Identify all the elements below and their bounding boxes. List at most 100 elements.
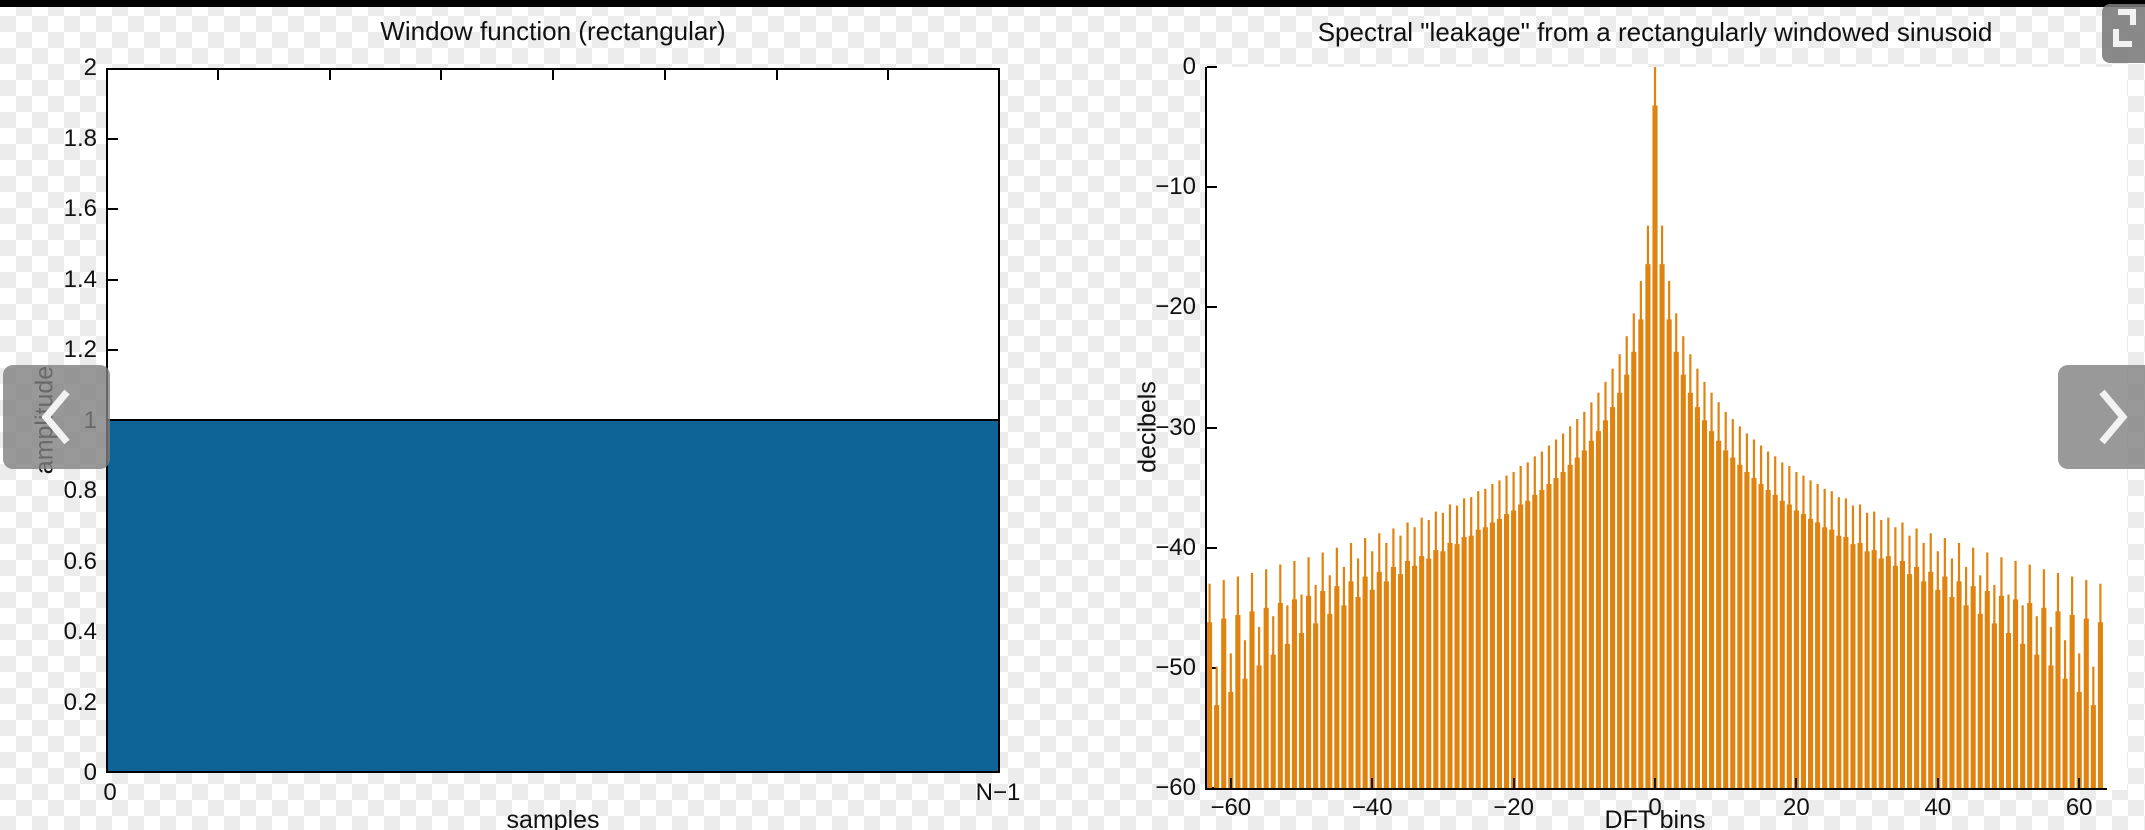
- dft-bin-stem: [1915, 528, 1918, 788]
- right-y-tick: [1207, 546, 1217, 549]
- dft-bin-stem: [1236, 576, 1239, 788]
- dft-bin-stem: [1618, 354, 1621, 788]
- dft-bin-stem: [1371, 551, 1374, 788]
- dft-bin-stem: [1257, 626, 1261, 788]
- dft-bin-stem: [2035, 616, 2038, 788]
- dft-bin-stem: [1385, 542, 1388, 788]
- chevron-left-icon: [40, 389, 70, 445]
- dft-bin-stem: [1809, 480, 1812, 788]
- dft-bin-stem: [1986, 552, 1989, 788]
- left-top-tick: [328, 70, 331, 80]
- dft-bin-stem: [1625, 336, 1628, 788]
- dft-bin-stem: [1908, 535, 1911, 788]
- dft-bin-stem: [1802, 475, 1805, 788]
- right-x-tick-label: −20: [1493, 794, 1534, 821]
- right-x-tick: [1936, 778, 1939, 788]
- chevron-right-icon: [2098, 389, 2128, 445]
- dft-bin-stem: [1759, 445, 1763, 788]
- dft-bin-stem: [1887, 517, 1890, 788]
- dft-bin-stem: [1307, 557, 1310, 788]
- dft-bin-stem: [2014, 560, 2017, 788]
- right-x-axis: [1205, 788, 2107, 790]
- dft-bin-stem: [1576, 419, 1579, 788]
- window-fill-rect: [108, 419, 998, 771]
- dft-bin-stem: [1328, 575, 1331, 788]
- dft-bin-stem: [1689, 354, 1692, 788]
- dft-bin-stem: [1979, 575, 1982, 788]
- dft-bin-stem: [2042, 569, 2045, 788]
- dft-bin-stem: [1972, 547, 1975, 788]
- dft-bin-stem: [1569, 426, 1572, 788]
- right-x-tick-label: −40: [1351, 794, 1393, 821]
- dft-bin-stem: [1767, 451, 1770, 788]
- dft-bin-stem: [1632, 313, 1635, 788]
- right-x-tick-label: 40: [1924, 794, 1952, 821]
- dft-bin-stem: [1731, 419, 1734, 788]
- dft-bin-stem: [1208, 583, 1211, 788]
- dft-bin-stem: [1434, 511, 1437, 788]
- dft-bin-stem: [1215, 666, 1218, 788]
- dft-bin-stem: [1463, 498, 1466, 788]
- right-x-tick: [1795, 778, 1798, 788]
- left-top-tick: [775, 70, 778, 80]
- right-y-axis: [1205, 67, 1207, 790]
- right-x-tick: [1654, 778, 1656, 788]
- left-x-tick-label: N−1: [975, 779, 1021, 806]
- right-y-tick: [1207, 66, 1217, 68]
- dft-bin-stem: [1816, 483, 1819, 788]
- dft-bin-stem: [1420, 517, 1423, 788]
- dft-bin-stem: [1774, 456, 1777, 788]
- dft-bin-stem: [1470, 497, 1473, 788]
- right-y-tick: [1207, 186, 1217, 189]
- dft-bin-stem: [1293, 560, 1296, 788]
- dft-bin-stem: [1668, 280, 1671, 788]
- dft-bin-stem: [1540, 451, 1543, 788]
- dft-bin-stem: [2085, 580, 2088, 788]
- leakage-stem-plot: [1207, 67, 2103, 788]
- dft-bin-stem: [1781, 462, 1784, 788]
- right-x-tick: [1512, 778, 1515, 788]
- dft-bin-stem: [1484, 488, 1487, 788]
- left-y-tick-label: 1.2: [63, 336, 97, 363]
- right-x-axis-label: DFT bins: [1604, 806, 1706, 830]
- dft-bin-stem: [1272, 616, 1275, 788]
- dft-bin-stem: [1950, 558, 1954, 788]
- dft-bin-stem: [1279, 564, 1282, 788]
- dft-bin-stem: [1717, 402, 1720, 788]
- left-y-tick: [108, 278, 118, 281]
- next-image-button[interactable]: [2058, 365, 2145, 469]
- left-top-tick: [887, 70, 890, 80]
- dft-bin-stem: [1561, 433, 1565, 788]
- dft-bin-stem: [1724, 411, 1727, 788]
- fullscreen-button[interactable]: [2102, 4, 2145, 63]
- dft-bin-stem: [2078, 653, 2081, 788]
- right-y-tick-label: −50: [1155, 653, 1196, 681]
- dft-bin-stem: [2056, 572, 2060, 788]
- dft-bin-stem: [2007, 594, 2010, 788]
- left-y-tick-label: 0.2: [63, 688, 97, 716]
- right-x-tick: [1229, 778, 1232, 788]
- right-y-tick-label: −20: [1155, 293, 1196, 321]
- left-top-tick: [440, 70, 443, 80]
- dft-bin-stem: [1830, 491, 1833, 788]
- dft-bin-stem: [1526, 462, 1529, 788]
- dft-bin-stem: [1356, 558, 1360, 788]
- dft-bin-stem: [1696, 368, 1699, 788]
- left-top-tick: [552, 70, 554, 80]
- dft-bin-stem: [1993, 584, 1996, 788]
- dft-bin-stem: [1448, 504, 1452, 788]
- dft-bin-stem: [1455, 505, 1459, 788]
- dft-bin-stem: [1533, 456, 1536, 788]
- right-y-tick: [1207, 426, 1217, 429]
- dft-bin-stem: [2092, 666, 2095, 788]
- dft-bin-stem: [1880, 520, 1883, 788]
- dft-bin-stem: [1286, 605, 1289, 788]
- previous-image-button[interactable]: [3, 365, 110, 469]
- dft-bin-stem: [1222, 580, 1225, 788]
- dft-bin-stem: [1554, 439, 1558, 788]
- dft-bin-stem: [1788, 465, 1791, 788]
- dft-bin-stem: [2063, 640, 2067, 788]
- right-y-tick-label: −40: [1155, 533, 1196, 561]
- dft-bin-stem: [1392, 528, 1395, 788]
